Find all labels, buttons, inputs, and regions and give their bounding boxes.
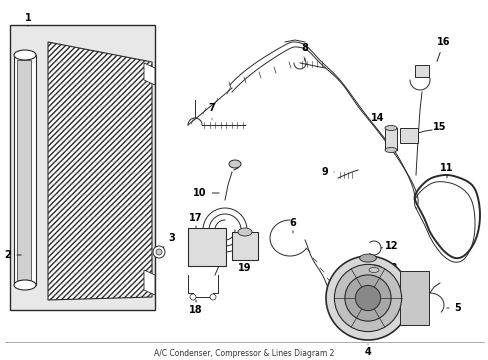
Bar xyxy=(231,232,258,260)
Bar xyxy=(399,271,428,325)
Text: 15: 15 xyxy=(432,122,446,132)
Bar xyxy=(187,228,225,266)
Text: 12: 12 xyxy=(380,241,398,251)
Text: 16: 16 xyxy=(436,37,450,62)
Text: 7: 7 xyxy=(208,103,215,119)
Bar xyxy=(384,128,396,150)
Text: A/C Condenser, Compressor & Lines Diagram 2: A/C Condenser, Compressor & Lines Diagra… xyxy=(154,348,333,357)
Circle shape xyxy=(344,275,390,321)
Text: 10: 10 xyxy=(193,188,219,198)
Ellipse shape xyxy=(359,254,376,262)
Polygon shape xyxy=(143,63,155,85)
Text: 9: 9 xyxy=(321,167,333,177)
Bar xyxy=(10,25,155,310)
Polygon shape xyxy=(48,42,152,300)
Bar xyxy=(399,128,417,143)
Text: 6: 6 xyxy=(289,218,296,233)
Circle shape xyxy=(325,256,409,340)
Text: 17: 17 xyxy=(189,213,203,228)
Circle shape xyxy=(190,294,196,300)
Circle shape xyxy=(334,264,401,332)
Bar xyxy=(14,55,36,285)
Text: 19: 19 xyxy=(238,260,251,273)
Text: 2: 2 xyxy=(4,250,21,260)
Text: 3: 3 xyxy=(161,233,175,250)
Circle shape xyxy=(209,294,216,300)
Text: 1: 1 xyxy=(24,13,31,26)
Bar xyxy=(414,65,428,77)
Text: 11: 11 xyxy=(439,163,453,178)
Polygon shape xyxy=(143,270,155,295)
Ellipse shape xyxy=(14,50,36,60)
Text: 5: 5 xyxy=(446,303,461,313)
Ellipse shape xyxy=(368,267,378,273)
Ellipse shape xyxy=(384,148,396,153)
Text: 4: 4 xyxy=(364,344,370,357)
Bar xyxy=(17,60,31,280)
Ellipse shape xyxy=(364,265,382,275)
Text: 14: 14 xyxy=(370,113,386,128)
Ellipse shape xyxy=(384,126,396,130)
Ellipse shape xyxy=(14,280,36,290)
Circle shape xyxy=(153,246,164,258)
Circle shape xyxy=(156,249,162,255)
Text: 18: 18 xyxy=(189,300,203,315)
Circle shape xyxy=(355,285,380,311)
Text: 13: 13 xyxy=(381,263,398,273)
Text: 8: 8 xyxy=(301,43,308,61)
Ellipse shape xyxy=(228,160,241,168)
Ellipse shape xyxy=(238,228,251,236)
